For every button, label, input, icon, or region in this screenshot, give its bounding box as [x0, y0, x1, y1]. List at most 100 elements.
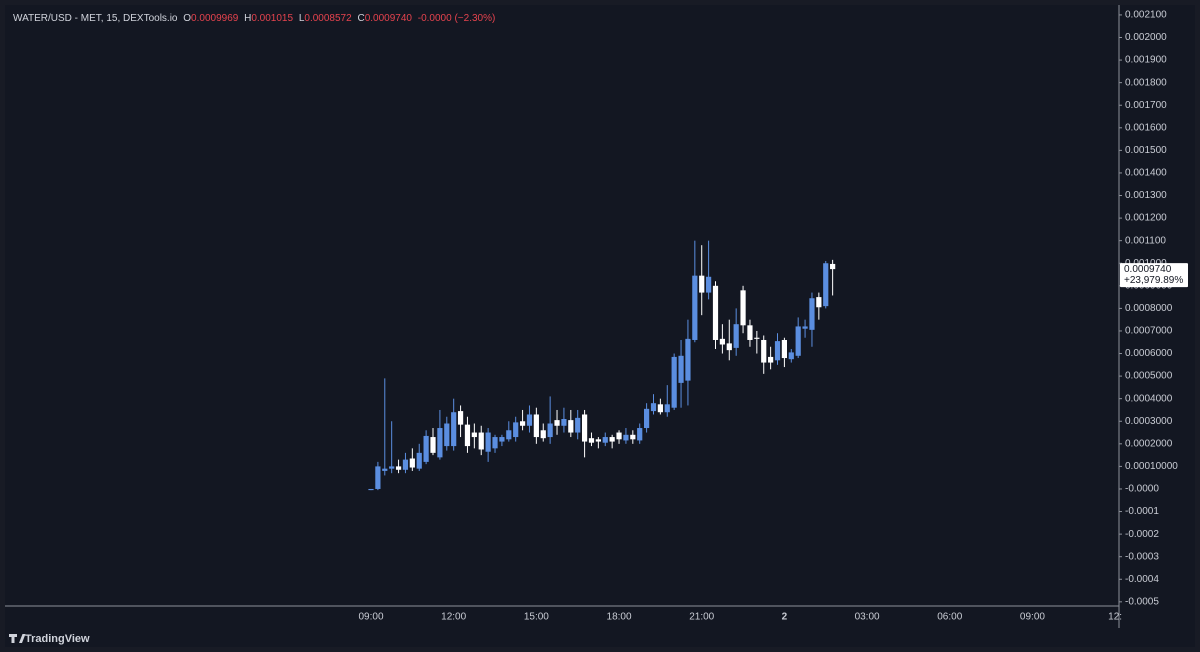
open-value: 0.0009969 — [191, 13, 239, 24]
y-tick-label: 0.0007000 — [1125, 326, 1173, 337]
x-tick-label: 21:00 — [689, 612, 714, 623]
y-tick-label: -0.0005 — [1125, 596, 1159, 607]
candle-body — [389, 466, 395, 469]
candle-body — [809, 298, 815, 330]
candle-body — [768, 356, 774, 363]
x-tick-label: 18:00 — [607, 612, 632, 623]
candle-body — [457, 411, 464, 425]
y-tick-label: 0.001200 — [1125, 213, 1167, 224]
candle-body — [368, 488, 374, 491]
candle-body — [664, 404, 670, 413]
close-value: 0.0009740 — [365, 13, 413, 24]
candle-body — [644, 408, 650, 429]
candle-body — [540, 430, 546, 439]
candle-body — [506, 430, 512, 440]
candle-body — [754, 337, 760, 339]
candle-body — [706, 276, 712, 293]
candle-body — [795, 326, 801, 356]
candle-body — [464, 424, 471, 447]
low-label: L — [299, 13, 305, 24]
candles — [368, 240, 836, 491]
y-tick-label: 0.0008000 — [1125, 303, 1173, 314]
candle-body — [575, 417, 581, 433]
x-tick-label: 03:00 — [855, 612, 880, 623]
y-tick-label: -0.0003 — [1125, 551, 1159, 562]
candle-body — [513, 422, 519, 438]
candle-body — [471, 432, 477, 438]
candle-body — [416, 452, 422, 469]
candle-body — [588, 438, 595, 443]
close-label: C — [357, 13, 364, 24]
candle-body — [830, 263, 836, 270]
y-tick-label: 0.00010000 — [1125, 461, 1178, 472]
low-value: 0.0008572 — [304, 13, 352, 24]
candle-body — [375, 466, 381, 489]
candle-body — [499, 437, 505, 442]
last-price-label: 0.0009740 — [1124, 264, 1172, 275]
candle-body — [602, 437, 608, 443]
chart-header: WATER/USD - MET, 15, DEXTools.io O0.0009… — [13, 13, 495, 24]
candle-body — [650, 403, 657, 412]
open-label: O — [183, 13, 191, 24]
high-label: H — [244, 13, 251, 24]
y-tick-label: 0.001400 — [1125, 168, 1167, 179]
y-tick-label: 0.001800 — [1125, 77, 1167, 88]
x-tick-label: 2 — [782, 612, 788, 623]
candle-body — [423, 435, 429, 462]
change-percent: (−2.30%) — [454, 13, 495, 24]
y-tick-label: 0.0006000 — [1125, 348, 1173, 359]
candle-body — [678, 355, 684, 383]
candle-body — [395, 466, 402, 470]
y-tick-label: 0.001500 — [1125, 145, 1167, 156]
y-tick-label: -0.0004 — [1125, 574, 1159, 585]
y-tick-label: 0.002100 — [1125, 10, 1167, 21]
x-tick-label: 15:00 — [524, 612, 549, 623]
x-tick-label: 06:00 — [937, 612, 962, 623]
candle-body — [444, 423, 450, 447]
symbol: WATER/USD - MET, 15, DEXTools.io — [13, 13, 178, 24]
last-change-label: +23,979.89% — [1124, 275, 1183, 286]
candle-body — [692, 275, 698, 340]
y-tick-label: 0.002000 — [1125, 32, 1167, 43]
candle-body — [437, 428, 443, 458]
candle-body — [774, 341, 781, 361]
candle-body — [788, 352, 794, 360]
last-price-tag: 0.0009740+23,979.89% — [1120, 263, 1188, 288]
y-tick-label: 0.0003000 — [1125, 416, 1173, 427]
candle-body — [402, 459, 409, 470]
y-tick-label: -0.0000 — [1125, 484, 1159, 495]
y-tick-label: 0.0004000 — [1125, 393, 1173, 404]
x-tick-label: 12:00 — [441, 612, 466, 623]
candle-body — [733, 324, 739, 348]
candle-body — [761, 339, 767, 363]
y-tick-label: -0.0002 — [1125, 529, 1159, 540]
candle-body — [816, 297, 822, 308]
candle-body — [637, 428, 643, 441]
candle-body — [595, 439, 601, 442]
candle-body — [623, 434, 629, 441]
y-tick-label: 0.001700 — [1125, 100, 1167, 111]
candle-body — [719, 338, 725, 345]
candle-body — [671, 356, 677, 408]
candle-body — [726, 343, 732, 351]
candle-body — [685, 338, 691, 381]
y-tick-label: 0.001300 — [1125, 190, 1167, 201]
candle-body — [533, 414, 539, 438]
candle-body — [485, 432, 491, 452]
candle-body — [740, 290, 746, 326]
y-tick-label: 0.0002000 — [1125, 438, 1173, 449]
candle-body — [781, 339, 787, 359]
candle-body — [616, 432, 622, 440]
y-tick-label: -0.0001 — [1125, 506, 1159, 517]
candle-body — [657, 404, 663, 413]
x-tick-label: 09:00 — [1020, 612, 1045, 623]
y-tick-label: 0.0005000 — [1125, 371, 1173, 382]
change-value: -0.0000 — [418, 13, 452, 24]
candle-body — [554, 420, 560, 426]
candle-body — [409, 458, 415, 468]
candle-body — [568, 420, 574, 433]
candle-body — [823, 263, 829, 307]
candle-body — [430, 437, 436, 453]
y-tick-label: 0.001900 — [1125, 55, 1167, 66]
